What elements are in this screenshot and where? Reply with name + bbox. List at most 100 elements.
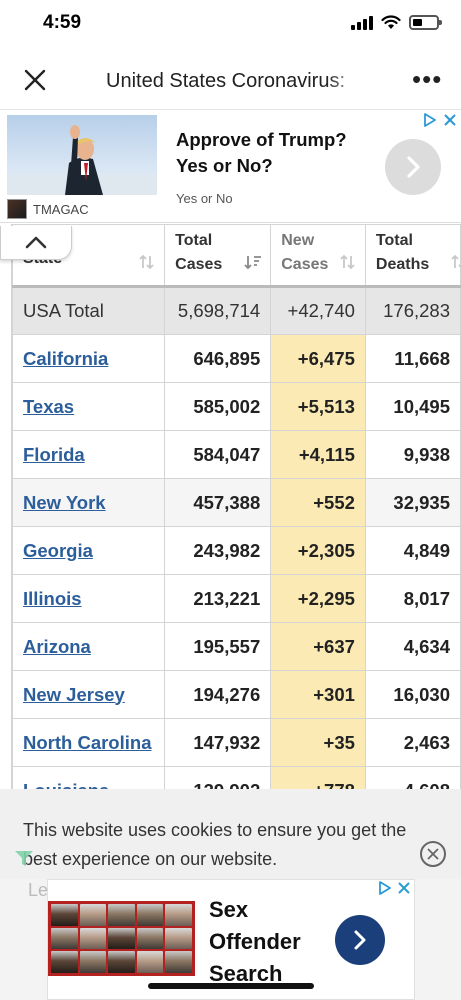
total-cases-cell: 646,895 bbox=[164, 334, 272, 383]
adchoices-icon[interactable] bbox=[422, 112, 438, 128]
new-cases-cell: +552 bbox=[270, 478, 366, 527]
ad-mugshots-image[interactable] bbox=[48, 901, 195, 976]
total-deaths-cell: 4,849 bbox=[364, 526, 461, 575]
total-deaths-cell: 16,030 bbox=[364, 670, 461, 719]
total-cases-cell: 585,002 bbox=[164, 382, 272, 431]
home-indicator[interactable] bbox=[148, 983, 314, 989]
status-time: 4:59 bbox=[43, 12, 82, 33]
coronavirus-table: State Total Cases New Cases bbox=[11, 224, 461, 794]
adchoices-icon[interactable] bbox=[377, 880, 393, 896]
new-cases-cell: +4,115 bbox=[270, 430, 366, 479]
header-new-cases-label: New Cases bbox=[281, 232, 329, 273]
total-cases-cell: 584,047 bbox=[164, 430, 272, 479]
new-cases-cell: +301 bbox=[270, 670, 366, 719]
total-deaths-cell: 2,463 bbox=[364, 718, 461, 767]
table-row: Texas 585,002 +5,513 10,495 bbox=[11, 382, 461, 431]
total-deaths-cell: 11,668 bbox=[364, 334, 461, 383]
state-link[interactable]: California bbox=[23, 347, 109, 369]
total-cases-cell: 243,982 bbox=[164, 526, 272, 575]
bottom-ad-choices[interactable] bbox=[377, 880, 412, 896]
state-link[interactable]: New York bbox=[23, 491, 106, 513]
bottom-advertisement[interactable]: Sex Offender Search bbox=[47, 879, 415, 1000]
cookie-consent-logo-icon[interactable] bbox=[12, 845, 36, 869]
sort-icon[interactable] bbox=[450, 253, 461, 271]
total-cases-cell: 457,388 bbox=[164, 478, 272, 527]
new-cases-cell: +6,475 bbox=[270, 334, 366, 383]
total-cases-cell: 147,932 bbox=[164, 718, 272, 767]
ad-choices[interactable] bbox=[422, 112, 458, 128]
collapse-ad-tab[interactable] bbox=[0, 226, 72, 260]
state-link[interactable]: Arizona bbox=[23, 635, 91, 657]
total-cases-cell: 5,698,714 bbox=[164, 286, 272, 335]
top-advertisement[interactable]: TMAGAC Approve of Trump? Yes or No? Yes … bbox=[0, 109, 461, 223]
bottom-ad-headline[interactable]: Sex Offender Search bbox=[209, 897, 301, 986]
ad-go-button[interactable] bbox=[385, 139, 441, 195]
ad-brand[interactable]: TMAGAC bbox=[7, 199, 89, 219]
sort-icon[interactable] bbox=[138, 253, 156, 271]
table-row: New Jersey 194,276 +301 16,030 bbox=[11, 670, 461, 719]
navigation-bar: United States Coronavirus: ••• bbox=[0, 55, 461, 107]
sort-icon[interactable] bbox=[339, 253, 357, 271]
state-link[interactable]: Florida bbox=[23, 443, 85, 465]
cookie-message: This website uses cookies to ensure you … bbox=[23, 820, 407, 869]
ad-brand-logo bbox=[7, 199, 27, 219]
header-total-cases[interactable]: Total Cases bbox=[164, 224, 272, 288]
cookie-banner: This website uses cookies to ensure you … bbox=[0, 789, 461, 879]
sort-descending-icon[interactable] bbox=[244, 253, 262, 271]
state-link[interactable]: Texas bbox=[23, 395, 75, 417]
header-total-deaths[interactable]: Total Deaths bbox=[364, 224, 461, 288]
total-deaths-cell: 176,283 bbox=[364, 286, 461, 335]
table-row: North Carolina 147,932 +35 2,463 bbox=[11, 718, 461, 767]
state-link[interactable]: Illinois bbox=[23, 587, 82, 609]
more-options-icon[interactable]: ••• bbox=[412, 64, 443, 94]
table-row: Illinois 213,221 +2,295 8,017 bbox=[11, 574, 461, 623]
status-bar: 4:59 bbox=[0, 0, 461, 50]
state-link[interactable]: North Carolina bbox=[23, 731, 152, 753]
total-deaths-cell: 8,017 bbox=[364, 574, 461, 623]
header-total-cases-label: Total Cases bbox=[175, 232, 223, 273]
new-cases-cell: +5,513 bbox=[270, 382, 366, 431]
usa-total-row: USA Total 5,698,714 +42,740 176,283 bbox=[11, 286, 461, 335]
new-cases-cell: +35 bbox=[270, 718, 366, 767]
bottom-ad-go-button[interactable] bbox=[335, 915, 385, 965]
cookie-close-button[interactable] bbox=[420, 841, 446, 867]
total-cases-cell: 213,221 bbox=[164, 574, 272, 623]
new-cases-cell: +2,295 bbox=[270, 574, 366, 623]
table-header-row: State Total Cases New Cases bbox=[11, 224, 461, 288]
total-deaths-cell: 32,935 bbox=[364, 478, 461, 527]
battery-icon bbox=[409, 15, 442, 30]
table-row: California 646,895 +6,475 11,668 bbox=[11, 334, 461, 383]
new-cases-cell: +637 bbox=[270, 622, 366, 671]
ad-subtext: Yes or No bbox=[176, 191, 233, 206]
header-new-cases[interactable]: New Cases bbox=[270, 224, 366, 288]
ad-image[interactable] bbox=[7, 115, 157, 195]
new-cases-cell: +42,740 bbox=[270, 286, 366, 335]
status-icons bbox=[351, 15, 442, 30]
ad-headline[interactable]: Approve of Trump? Yes or No? bbox=[176, 129, 347, 176]
close-icon[interactable] bbox=[22, 67, 48, 93]
table-row: New York 457,388 +552 32,935 bbox=[11, 478, 461, 527]
cellular-signal-icon bbox=[351, 15, 373, 30]
ad-brand-label: TMAGAC bbox=[33, 201, 89, 217]
chevron-up-icon bbox=[25, 236, 47, 249]
state-link[interactable]: Georgia bbox=[23, 539, 93, 561]
wifi-icon bbox=[381, 15, 401, 29]
table-row: Arizona 195,557 +637 4,634 bbox=[11, 622, 461, 671]
total-row-label: USA Total bbox=[11, 286, 166, 335]
ad-close-icon[interactable] bbox=[442, 112, 458, 128]
total-cases-cell: 194,276 bbox=[164, 670, 272, 719]
chevron-right-icon bbox=[354, 930, 366, 950]
chevron-right-icon bbox=[407, 156, 420, 178]
table-row: Georgia 243,982 +2,305 4,849 bbox=[11, 526, 461, 575]
obscured-text: Le bbox=[28, 880, 49, 900]
close-icon bbox=[427, 848, 439, 860]
header-total-deaths-label: Total Deaths bbox=[375, 232, 430, 273]
total-deaths-cell: 9,938 bbox=[364, 430, 461, 479]
total-cases-cell: 195,557 bbox=[164, 622, 272, 671]
state-link[interactable]: New Jersey bbox=[23, 683, 125, 705]
ad-close-icon[interactable] bbox=[396, 880, 412, 896]
table-row: Florida 584,047 +4,115 9,938 bbox=[11, 430, 461, 479]
state-data-table: State Total Cases New Cases bbox=[0, 224, 461, 794]
total-deaths-cell: 4,634 bbox=[364, 622, 461, 671]
new-cases-cell: +2,305 bbox=[270, 526, 366, 575]
